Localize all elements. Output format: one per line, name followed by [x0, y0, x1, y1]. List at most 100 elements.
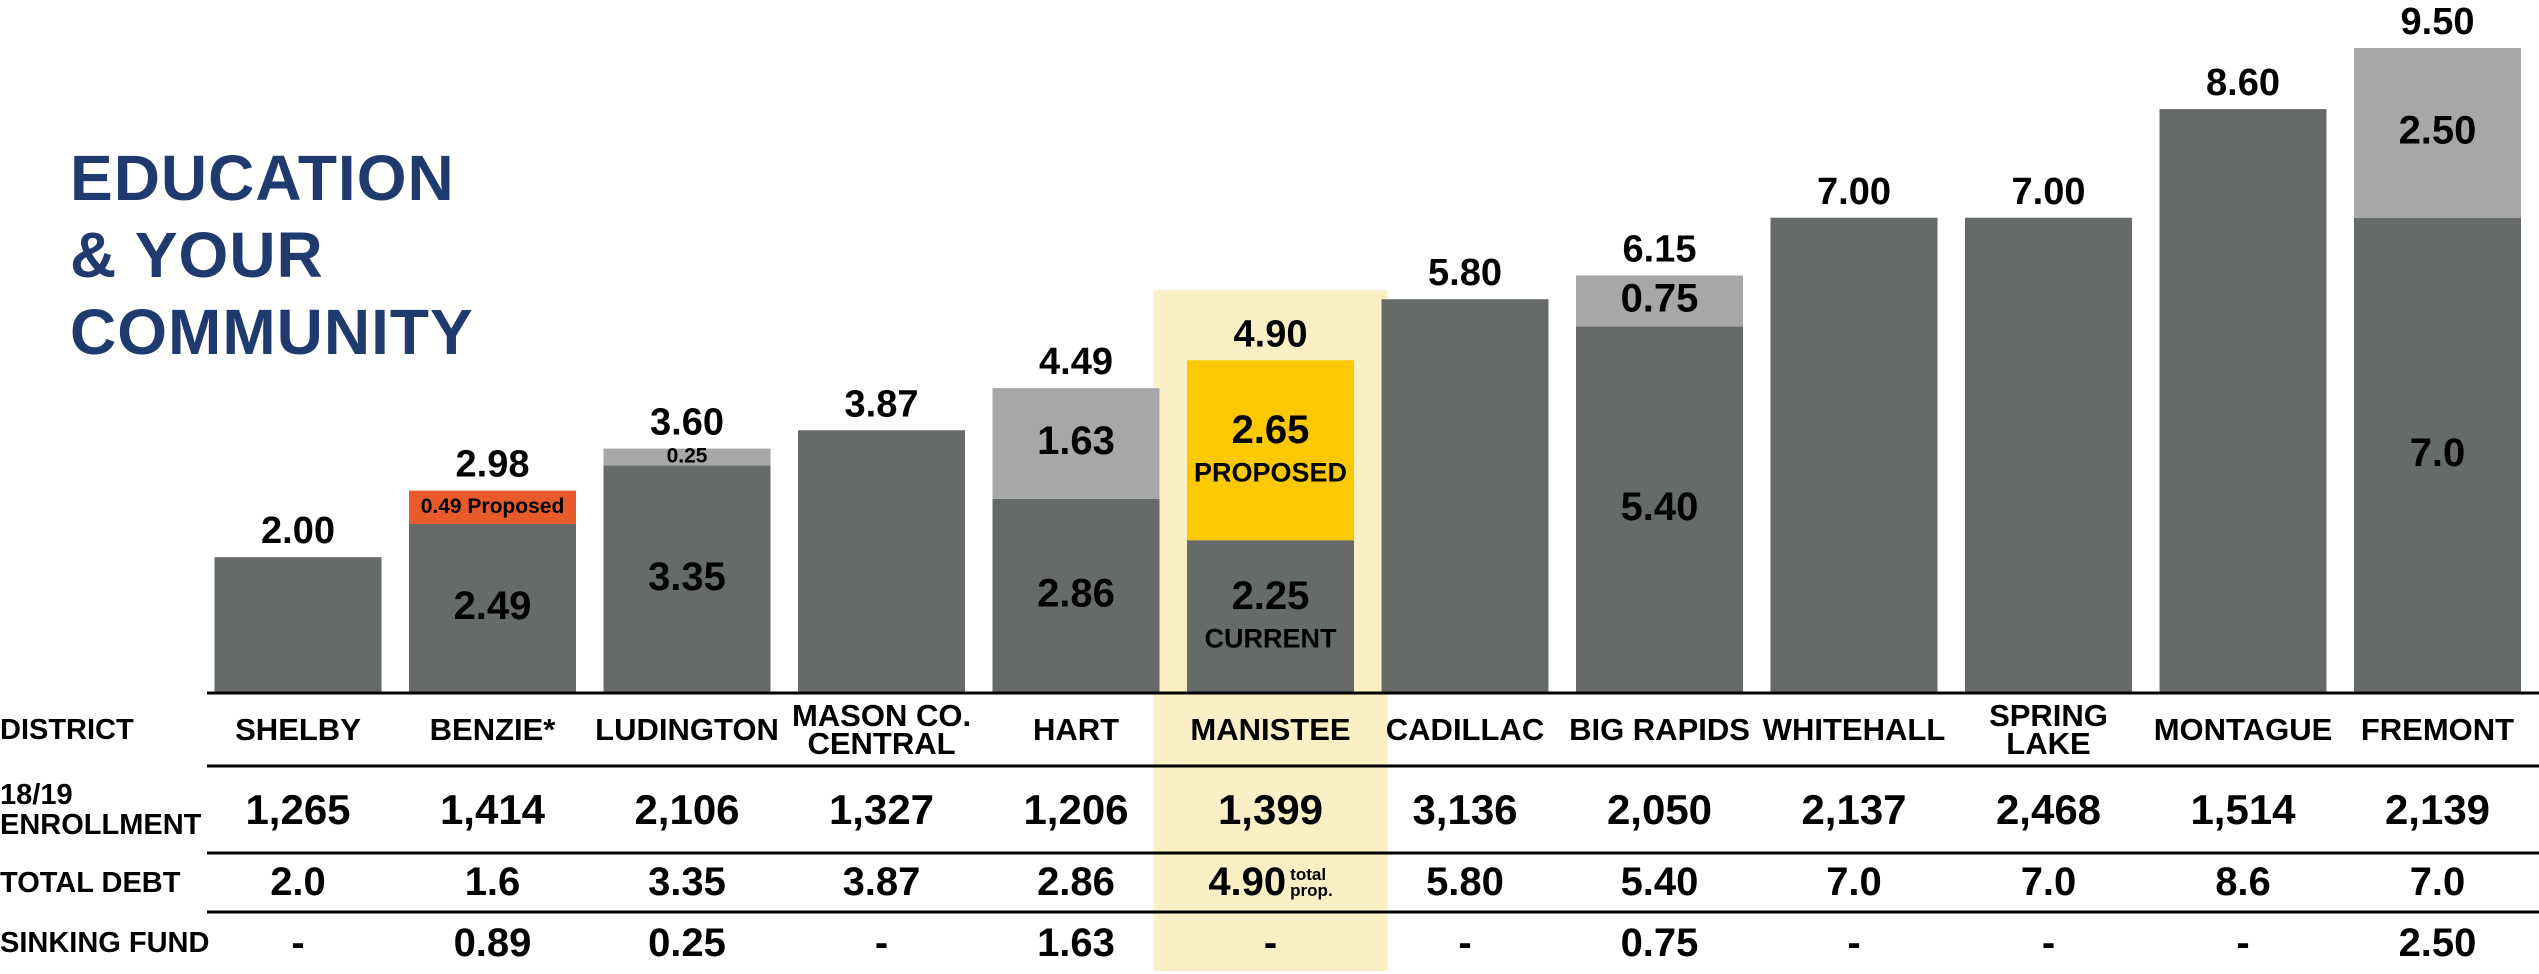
sinking-fund: 1.63 [1037, 920, 1115, 965]
total-debt-cell: 7.0 [2340, 853, 2535, 912]
district-name: SHELBY [235, 711, 361, 747]
total-label: 9.50 [2401, 1, 2475, 43]
total-debt: 3.87 [842, 860, 921, 904]
bar-segment [1576, 275, 1743, 327]
district-name: LUDINGTON [595, 711, 779, 747]
segment-label: 0.25 [667, 445, 708, 468]
district-name: MANISTEE [1190, 711, 1351, 747]
total-debt-cell: 2.0 [201, 853, 396, 912]
sinking-fund: - [1263, 920, 1278, 965]
sinking-fund: 0.75 [1620, 920, 1699, 965]
sinking-fund: - [1458, 920, 1472, 965]
bar-segment [1381, 299, 1549, 693]
segment-label: 2.25 [1232, 574, 1310, 618]
enrollment: 1,206 [1023, 785, 1129, 833]
bar-segment [603, 448, 771, 466]
total-debt: 7.0 [1826, 860, 1882, 904]
bar-segment [798, 430, 965, 693]
total-debt: 7.0 [2020, 860, 2077, 904]
total-label: 3.60 [650, 402, 724, 444]
sinking-fund: - [2041, 920, 2056, 965]
total-label: 2.00 [261, 510, 335, 552]
total-debt-cell: 3.35 [590, 853, 785, 912]
total-debt: 2.86 [1037, 860, 1115, 904]
total-debt: 1.6 [464, 860, 521, 904]
segment-note: PROPOSED [1194, 457, 1347, 487]
debt-note: total prop. [1290, 864, 1333, 900]
total-debt: 5.80 [1426, 860, 1504, 904]
district-name: WHITEHALL [1762, 711, 1946, 747]
bar-segment [2354, 217, 2521, 693]
sinking-fund: 0.89 [453, 920, 532, 965]
segment-label: 0.49 Proposed [421, 495, 565, 518]
total-debt-cell: 7.0 [1757, 853, 1952, 912]
total-debt: 5.40 [1620, 860, 1699, 904]
bar-segment [214, 557, 382, 693]
district-name: SPRING LAKE [1989, 697, 2108, 761]
bar-segment [409, 490, 576, 524]
sinking-fund: 0.25 [648, 920, 726, 965]
bar-segment [603, 465, 771, 693]
district-name: BENZIE* [429, 711, 556, 747]
segment-label: 2.50 [2399, 108, 2477, 152]
total-debt: 4.90 [1208, 860, 1287, 904]
bar-segment [992, 388, 1160, 499]
segment-note: CURRENT [1205, 624, 1338, 654]
total-label: 4.90 [1234, 313, 1308, 355]
total-label: 3.87 [845, 383, 919, 425]
total-label: 4.49 [1039, 341, 1113, 383]
total-debt-cell: 1.6 [395, 853, 590, 912]
bar-segment [2354, 48, 2521, 218]
total-debt-cell: 3.87 [784, 853, 979, 912]
segment-label: 2.65 [1232, 408, 1310, 452]
total-label: 2.98 [456, 444, 530, 486]
total-debt-cell: 7.0 [1951, 853, 2146, 912]
total-debt: 8.6 [2215, 860, 2271, 904]
enrollment: 1,265 [245, 785, 351, 833]
total-debt: 2.0 [270, 860, 326, 904]
total-label: 6.15 [1623, 228, 1697, 270]
district-name: MONTAGUE [2153, 711, 2333, 747]
segment-label: 7.0 [2410, 431, 2466, 475]
total-debt: 3.35 [648, 860, 726, 904]
bar-segment [1187, 540, 1354, 693]
bar-segment [1770, 217, 1938, 693]
bar-segment [1576, 326, 1743, 693]
sinking-fund: - [1847, 920, 1861, 965]
row-header: DISTRICT [0, 713, 134, 746]
district-name: BIG RAPIDS [1569, 711, 1750, 747]
district-name: FREMONT [2360, 711, 2515, 747]
segment-label: 1.63 [1037, 419, 1115, 463]
total-debt-cell: 5.80 [1368, 853, 1563, 912]
enrollment: 2,137 [1801, 785, 1907, 833]
total-debt-cell: 2.86 [979, 853, 1174, 912]
bar-segment [1965, 217, 2132, 693]
enrollment: 1,327 [828, 785, 935, 833]
row-header: SINKING FUND [0, 927, 210, 959]
enrollment: 3,136 [1412, 785, 1518, 833]
total-label: 7.00 [1817, 171, 1891, 213]
total-debt: 7.0 [2409, 860, 2466, 904]
bar-segment [409, 523, 576, 693]
bar-segment [992, 498, 1160, 693]
segment-label: 0.75 [1621, 276, 1699, 320]
sinking-fund: 2.50 [2398, 920, 2477, 965]
district-name: HART [1032, 711, 1120, 747]
sinking-fund: - [2236, 920, 2250, 965]
total-label: 5.80 [1428, 252, 1502, 294]
sinking-fund: - [291, 920, 305, 965]
total-debt-cell: 5.40 [1562, 853, 1757, 912]
bar-segment [2159, 109, 2327, 693]
enrollment: 1,414 [439, 785, 546, 833]
enrollment: 2,468 [1995, 785, 2102, 833]
total-debt-cell: 8.6 [2146, 853, 2341, 912]
enrollment: 2,050 [1606, 785, 1713, 833]
segment-label: 3.35 [648, 555, 726, 599]
segment-label: 2.86 [1037, 571, 1115, 615]
total-label: 7.00 [2012, 171, 2086, 213]
segment-label: 5.40 [1621, 485, 1699, 529]
title: EDUCATION & YOUR COMMUNITY [70, 142, 474, 368]
enrollment: 1,514 [2190, 785, 2296, 833]
